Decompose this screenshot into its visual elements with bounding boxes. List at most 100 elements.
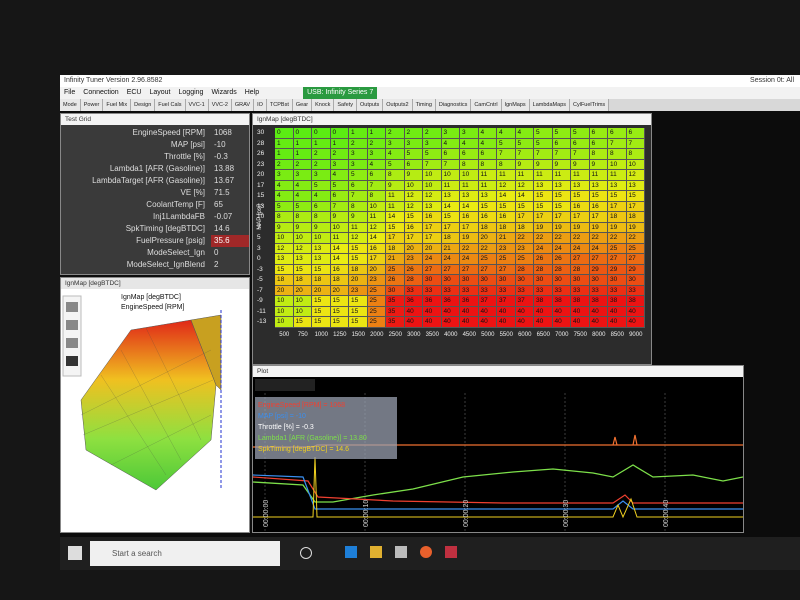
map-cell[interactable]: 40 (404, 317, 423, 328)
explorer-icon[interactable] (370, 546, 382, 558)
map-cell[interactable]: 4 (478, 128, 497, 139)
map-cell[interactable]: 40 (478, 317, 497, 328)
map-cell[interactable]: 8 (349, 201, 368, 212)
map-cell[interactable]: 16 (423, 212, 442, 223)
map-cell[interactable]: 4 (293, 191, 312, 202)
map-cell[interactable]: 35 (386, 306, 405, 317)
map-cell[interactable]: 12 (497, 180, 516, 191)
map-cell[interactable]: 36 (404, 296, 423, 307)
map-cell[interactable]: 17 (589, 212, 608, 223)
map-cell[interactable]: 15 (330, 317, 349, 328)
map-cell[interactable]: 10 (330, 222, 349, 233)
map-cell[interactable]: 8 (312, 212, 331, 223)
map-cell[interactable]: 38 (589, 296, 608, 307)
tab[interactable]: VVC-2 (208, 99, 232, 111)
map-cell[interactable]: 10 (423, 170, 442, 181)
map-cell[interactable]: 30 (497, 275, 516, 286)
map-cell[interactable]: 40 (441, 306, 460, 317)
map-cell[interactable]: 16 (589, 201, 608, 212)
map-cell[interactable]: 13 (423, 201, 442, 212)
map-cell[interactable]: 14 (330, 243, 349, 254)
map-cell[interactable]: 15 (534, 201, 553, 212)
map-cell[interactable]: 37 (478, 296, 497, 307)
map-cell[interactable]: 26 (552, 254, 571, 265)
tab[interactable]: TCPBst (266, 99, 293, 111)
map-cell[interactable]: 20 (367, 264, 386, 275)
map-cell[interactable]: 18 (497, 222, 516, 233)
map-cell[interactable]: 22 (571, 233, 590, 244)
map-cell[interactable]: 2 (293, 159, 312, 170)
map-cell[interactable]: 40 (571, 306, 590, 317)
map-cell[interactable]: 38 (552, 296, 571, 307)
map-cell[interactable]: 15 (293, 317, 312, 328)
map-cell[interactable]: 20 (478, 233, 497, 244)
map-cell[interactable]: 6 (441, 149, 460, 160)
map-cell[interactable]: 15 (330, 306, 349, 317)
map-cell[interactable]: 3 (460, 128, 479, 139)
map-cell[interactable]: 15 (626, 191, 645, 202)
map-cell[interactable]: 13 (312, 243, 331, 254)
map-cell[interactable]: 40 (497, 317, 516, 328)
map-cell[interactable]: 25 (367, 306, 386, 317)
map-cell[interactable]: 24 (423, 254, 442, 265)
map-cell[interactable]: 15 (312, 296, 331, 307)
map-cell[interactable]: 30 (386, 285, 405, 296)
cortana-icon[interactable] (300, 547, 312, 559)
map-cell[interactable]: 1 (275, 149, 294, 160)
map-cell[interactable]: 29 (589, 264, 608, 275)
map-cell[interactable]: 8 (608, 149, 627, 160)
map-cell[interactable]: 7 (349, 191, 368, 202)
map-cell[interactable]: 5 (423, 149, 442, 160)
map-cell[interactable]: 21 (386, 254, 405, 265)
map-cell[interactable]: 5 (312, 180, 331, 191)
map-cell[interactable]: 5 (330, 180, 349, 191)
map-cell[interactable]: 15 (589, 191, 608, 202)
map-cell[interactable]: 5 (571, 128, 590, 139)
map-cell[interactable]: 25 (478, 254, 497, 265)
map-cell[interactable]: 8 (460, 159, 479, 170)
map-cell[interactable]: 15 (349, 254, 368, 265)
map-cell[interactable]: 24 (460, 254, 479, 265)
map-cell[interactable]: 22 (626, 233, 645, 244)
map-cell[interactable]: 12 (515, 180, 534, 191)
map-cell[interactable]: 40 (571, 317, 590, 328)
map-cell[interactable]: 25 (367, 296, 386, 307)
map-cell[interactable]: 30 (608, 275, 627, 286)
map-cell[interactable]: 8 (275, 212, 294, 223)
map-cell[interactable]: 6 (330, 191, 349, 202)
map-cell[interactable]: 5 (293, 201, 312, 212)
map-cell[interactable]: 15 (441, 212, 460, 223)
map-cell[interactable]: 17 (367, 254, 386, 265)
map-cell[interactable]: 11 (589, 170, 608, 181)
map-cell[interactable]: 10 (293, 233, 312, 244)
map-cell[interactable]: 15 (386, 222, 405, 233)
map-cell[interactable]: 36 (423, 296, 442, 307)
map-cell[interactable]: 22 (515, 233, 534, 244)
map-cell[interactable]: 5 (349, 170, 368, 181)
map-cell[interactable]: 15 (293, 264, 312, 275)
map-cell[interactable]: 9 (386, 180, 405, 191)
map-cell[interactable]: 5 (534, 138, 553, 149)
map-cell[interactable]: 22 (589, 233, 608, 244)
map-cell[interactable]: 27 (441, 264, 460, 275)
map-cell[interactable]: 14 (460, 201, 479, 212)
map-cell[interactable]: 16 (330, 264, 349, 275)
map-cell[interactable]: 13 (441, 191, 460, 202)
map-cell[interactable]: 27 (460, 264, 479, 275)
map-cell[interactable]: 8 (293, 212, 312, 223)
map-cell[interactable]: 11 (330, 233, 349, 244)
map-cell[interactable]: 10 (275, 306, 294, 317)
map-cell[interactable]: 0 (330, 128, 349, 139)
map-cell[interactable]: 19 (589, 222, 608, 233)
map-cell[interactable]: 19 (534, 222, 553, 233)
map-cell[interactable]: 3 (349, 159, 368, 170)
map-cell[interactable]: 6 (349, 180, 368, 191)
map-cell[interactable]: 40 (608, 317, 627, 328)
map-cell[interactable]: 3 (293, 170, 312, 181)
map-cell[interactable]: 18 (330, 275, 349, 286)
map-cell[interactable]: 18 (515, 222, 534, 233)
map-cell[interactable]: 2 (312, 159, 331, 170)
map-cell[interactable]: 30 (478, 275, 497, 286)
map-cell[interactable]: 30 (552, 275, 571, 286)
map-cell[interactable]: 13 (589, 180, 608, 191)
